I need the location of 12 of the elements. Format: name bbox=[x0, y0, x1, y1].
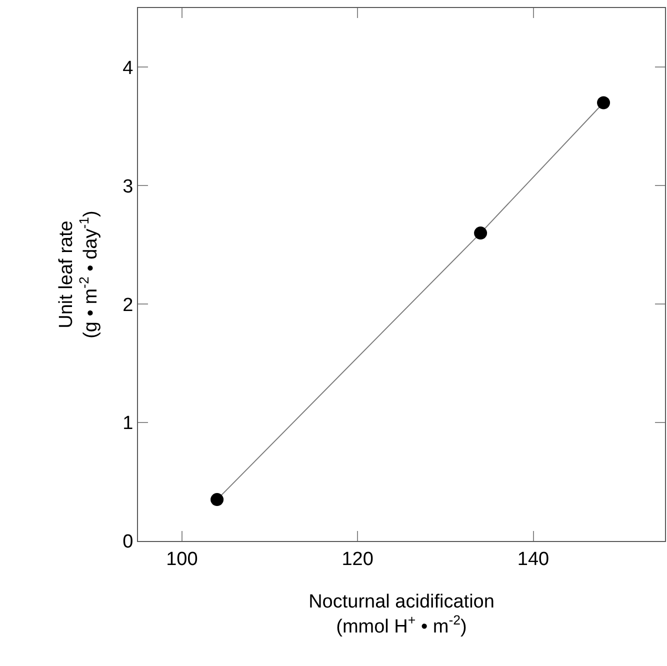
y-tick-label: 4 bbox=[122, 58, 134, 79]
y-tick-label: 3 bbox=[122, 176, 134, 198]
x-tick-label: 100 bbox=[166, 548, 198, 570]
x-tick-label: 140 bbox=[517, 548, 550, 570]
point bbox=[474, 226, 488, 240]
y-tick-label: 0 bbox=[122, 532, 134, 553]
x-tick-label: 120 bbox=[342, 548, 374, 570]
point bbox=[210, 493, 224, 506]
y-tick-label: 2 bbox=[122, 294, 134, 316]
y-tick-label: 1 bbox=[122, 413, 134, 434]
x-axis-title: Nocturnal acidification (mmol H$^{+}$ • m$^{-2}$) bbox=[308, 592, 494, 638]
point bbox=[597, 96, 610, 110]
